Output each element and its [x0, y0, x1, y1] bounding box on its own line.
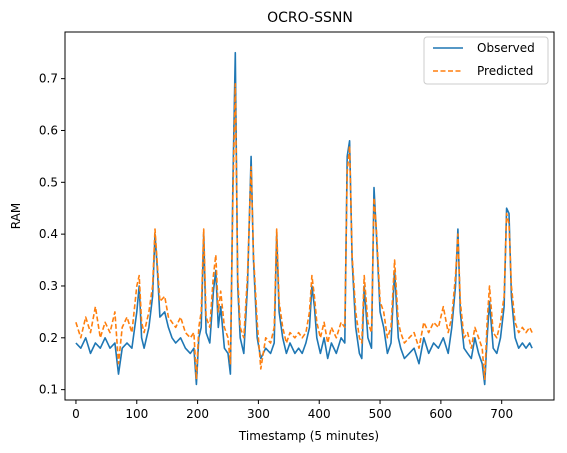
- x-tick-label: 200: [186, 407, 209, 421]
- x-tick-label: 400: [308, 407, 331, 421]
- y-tick-label: 0.6: [39, 123, 58, 137]
- y-axis-label: RAM: [9, 203, 23, 229]
- y-tick-label: 0.5: [39, 175, 58, 189]
- y-tick-label: 0.2: [39, 331, 58, 345]
- axes-frame: [64, 31, 555, 401]
- series-line-observed: [75, 51, 533, 386]
- y-tick-label: 0.3: [39, 279, 58, 293]
- legend-label-observed: Observed: [477, 41, 535, 55]
- x-tick-label: 0: [72, 407, 80, 421]
- y-tick-label: 0.7: [39, 72, 58, 86]
- x-tick-label: 300: [247, 407, 270, 421]
- y-tick-label: 0.4: [39, 227, 58, 241]
- x-tick-label: 600: [429, 407, 452, 421]
- x-axis-label: Timestamp (5 minutes): [238, 429, 379, 443]
- x-axis-ticks: 0 100 200 300 400 500 600 700: [72, 400, 513, 421]
- chart-title: OCRO-SSNN: [267, 10, 353, 26]
- x-tick-label: 700: [490, 407, 513, 421]
- x-tick-label: 500: [369, 407, 392, 421]
- series-line-predicted: [75, 83, 533, 381]
- y-axis-ticks: 0.1 0.2 0.3 0.4 0.5 0.6 0.7: [39, 72, 65, 397]
- legend: Observed Predicted: [423, 36, 549, 85]
- y-tick-label: 0.1: [39, 383, 58, 397]
- plot-area: [75, 51, 533, 386]
- legend-label-predicted: Predicted: [477, 64, 533, 78]
- x-tick-label: 100: [125, 407, 148, 421]
